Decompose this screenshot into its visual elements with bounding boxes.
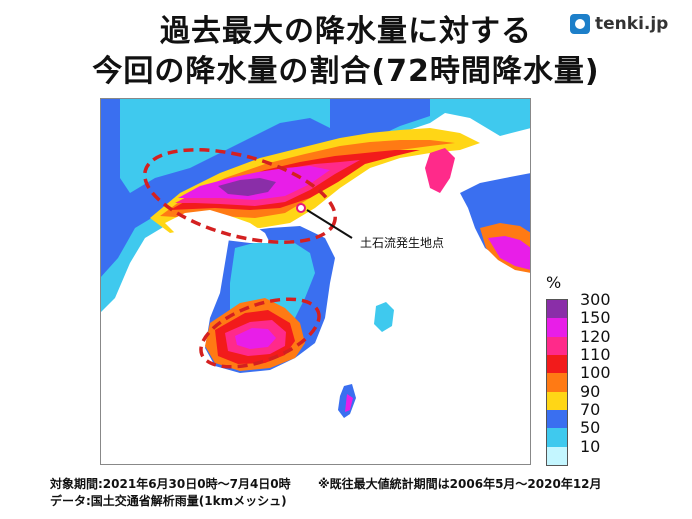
suruga-bay [165, 210, 270, 243]
legend-label: 150 [580, 308, 611, 328]
highlight-ellipse-north [143, 148, 337, 244]
logo-text: tenki.jp [595, 14, 669, 34]
legend-colorbar [546, 299, 568, 466]
legend-unit: % [546, 273, 562, 292]
legend-swatch [547, 373, 567, 392]
legend-swatch [547, 318, 567, 337]
footer-note: ※既往最大値統計期間は2006年5月〜2020年12月 [318, 477, 602, 491]
debris-flow-marker [296, 203, 306, 213]
legend-label: 70 [580, 400, 601, 419]
legend-swatch [547, 428, 567, 447]
miura-boso-region [425, 148, 455, 193]
legend-label: 300 [580, 290, 611, 309]
footer-period: 対象期間:2021年6月30日0時〜7月4日0時 [50, 477, 291, 491]
annotation-leader-line [306, 209, 353, 239]
highlight-ellipse-south [199, 297, 321, 369]
tenki-logo-icon [570, 14, 590, 34]
legend-swatch [547, 409, 567, 429]
legend-swatch [547, 300, 567, 319]
title-line-1: 過去最大の降水量に対する [160, 14, 532, 49]
legend-label: 90 [580, 381, 601, 401]
legend-label: 100 [580, 363, 611, 383]
legend-swatch [547, 336, 567, 355]
legend-label: 50 [580, 418, 601, 438]
legend-swatch [547, 391, 567, 410]
footer-data-source: データ:国土交通省解析雨量(1kmメッシュ) [50, 494, 287, 508]
legend-label: 120 [580, 326, 611, 346]
legend-label: 10 [580, 436, 601, 456]
tenki-logo[interactable]: tenki.jp [570, 14, 668, 34]
legend-label: 110 [580, 345, 611, 364]
rainfall-ratio-map [100, 98, 531, 465]
izu-oshima [374, 302, 394, 332]
legend-swatch [547, 354, 567, 374]
debris-flow-label: 土石流発生地点 [360, 236, 445, 250]
legend-swatch [547, 446, 567, 465]
title-line-2: 今回の降水量の割合(72時間降水量) [92, 54, 600, 89]
